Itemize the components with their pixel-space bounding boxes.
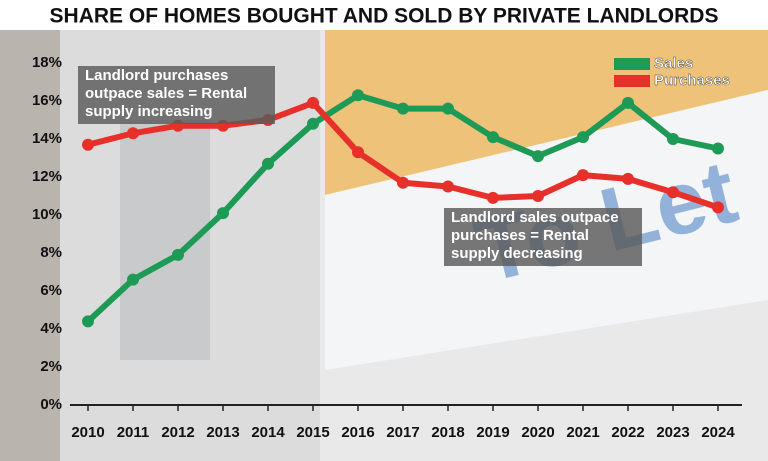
data-point — [352, 89, 364, 102]
data-point — [217, 207, 229, 220]
y-tick-label: 10% — [32, 206, 62, 223]
y-tick-label: 8% — [40, 244, 62, 261]
x-tick-label: 2021 — [566, 424, 599, 441]
data-point — [442, 180, 454, 193]
annotation-text: supply increasing — [85, 103, 213, 120]
legend-label: Purchases — [654, 72, 730, 89]
data-point — [262, 157, 274, 170]
annotation-text: supply decreasing — [451, 245, 583, 262]
data-point — [172, 248, 184, 261]
data-point — [577, 131, 589, 144]
x-tick-label: 2014 — [251, 424, 285, 441]
data-point — [712, 142, 724, 155]
x-tick-label: 2018 — [431, 424, 464, 441]
x-tick-label: 2015 — [296, 424, 329, 441]
data-point — [532, 190, 544, 202]
annotation-text: outpace sales = Rental — [85, 85, 247, 102]
x-tick-label: 2011 — [117, 424, 150, 441]
x-tick-label: 2010 — [71, 424, 104, 441]
x-tick-label: 2013 — [206, 424, 239, 441]
x-tick-label: 2012 — [161, 424, 194, 441]
y-tick-label: 16% — [32, 92, 62, 109]
data-point — [397, 176, 409, 189]
data-point — [307, 117, 319, 130]
x-tick-label: 2016 — [341, 424, 374, 441]
data-point — [127, 127, 139, 140]
x-tick-label: 2017 — [386, 424, 419, 441]
y-tick-label: 6% — [40, 282, 62, 299]
data-point — [307, 96, 319, 109]
annotation-text: Landlord purchases — [85, 67, 228, 84]
annotation-text: purchases = Rental — [451, 227, 589, 244]
data-point — [667, 133, 679, 145]
data-point — [82, 315, 94, 328]
legend-swatch — [614, 58, 650, 70]
data-point — [667, 186, 679, 199]
data-point — [397, 102, 409, 115]
data-point — [487, 191, 499, 204]
x-tick-label: 2024 — [701, 424, 735, 441]
data-point — [712, 201, 724, 214]
legend-swatch — [614, 75, 650, 87]
data-point — [442, 102, 454, 115]
data-point — [577, 169, 589, 182]
y-tick-label: 4% — [40, 320, 62, 337]
data-point — [532, 150, 544, 163]
background-sign-top — [325, 30, 768, 195]
data-point — [622, 172, 634, 185]
x-tick-label: 2020 — [521, 424, 554, 441]
x-tick-label: 2023 — [656, 424, 689, 441]
data-point — [82, 138, 94, 151]
data-point — [352, 146, 364, 159]
background-wall — [0, 30, 60, 461]
x-tick-label: 2019 — [476, 424, 509, 441]
annotation-box — [78, 66, 275, 124]
y-tick-label: 12% — [32, 168, 62, 185]
y-tick-label: 2% — [40, 358, 62, 375]
data-point — [127, 273, 139, 286]
legend-label: Sales — [654, 55, 693, 72]
x-tick-label: 2022 — [611, 424, 644, 441]
y-tick-label: 0% — [40, 396, 62, 413]
title-band — [0, 0, 768, 30]
chart-title: SHARE OF HOMES BOUGHT AND SOLD BY PRIVAT… — [50, 5, 719, 28]
y-tick-label: 18% — [32, 54, 62, 71]
y-tick-label: 14% — [32, 130, 62, 147]
annotation-text: Landlord sales outpace — [451, 209, 619, 226]
data-point — [622, 96, 634, 109]
annotation-box — [444, 208, 642, 266]
data-point — [487, 131, 499, 144]
